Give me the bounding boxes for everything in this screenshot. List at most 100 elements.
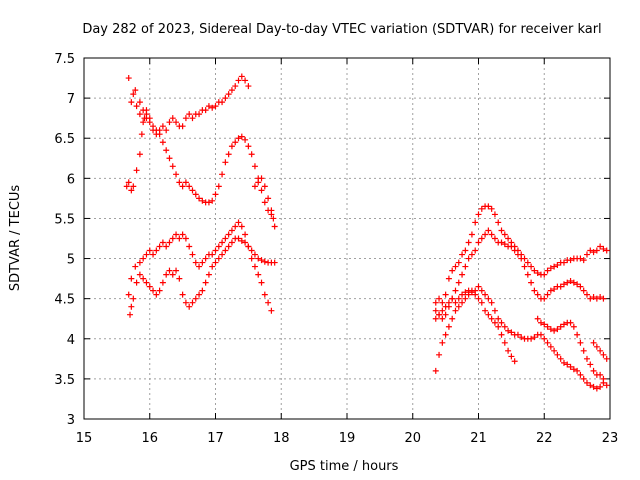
data-point-marker — [153, 247, 160, 254]
data-point-marker — [531, 287, 538, 294]
data-point-marker — [501, 339, 508, 346]
data-point-marker — [156, 131, 163, 138]
data-point-marker — [544, 291, 551, 298]
data-point-marker — [432, 299, 439, 306]
data-point-marker — [179, 123, 186, 130]
data-point-marker — [580, 287, 587, 294]
data-point-marker — [219, 99, 226, 106]
data-point-marker — [574, 331, 581, 338]
data-point-marker — [465, 239, 472, 246]
data-point-marker — [235, 77, 242, 84]
data-point-marker — [132, 263, 139, 270]
data-point-marker — [133, 279, 140, 286]
data-point-marker — [583, 251, 590, 258]
x-tick-label: 15 — [76, 431, 93, 446]
series-track-f — [251, 175, 278, 230]
data-point-marker — [600, 295, 607, 302]
data-point-marker — [176, 235, 183, 242]
data-point-marker — [146, 283, 153, 290]
data-point-marker — [209, 197, 216, 204]
x-tick-label: 22 — [536, 431, 553, 446]
data-point-marker — [597, 243, 604, 250]
data-point-marker — [593, 385, 600, 392]
data-point-marker — [182, 235, 189, 242]
x-tick-label: 21 — [470, 431, 487, 446]
data-point-marker — [205, 271, 212, 278]
data-point-marker — [442, 303, 449, 310]
data-point-marker — [209, 104, 216, 111]
data-point-marker — [136, 111, 143, 118]
chart-title: Day 282 of 2023, Sidereal Day-to-day VTE… — [82, 22, 601, 37]
data-point-marker — [125, 179, 132, 186]
data-point-marker — [514, 251, 521, 258]
data-point-marker — [468, 251, 475, 258]
data-point-marker — [222, 247, 229, 254]
series-track-b — [128, 87, 275, 218]
data-point-marker — [485, 203, 492, 210]
data-point-marker — [159, 139, 166, 146]
data-point-marker — [166, 267, 173, 274]
data-point-marker — [133, 103, 140, 110]
data-point-marker — [199, 259, 206, 266]
data-point-marker — [258, 175, 265, 182]
data-point-marker — [436, 311, 443, 318]
data-point-marker — [452, 299, 459, 306]
data-point-marker — [567, 278, 574, 285]
data-point-marker — [593, 343, 600, 350]
data-points — [123, 73, 610, 392]
data-point-marker — [482, 307, 489, 314]
data-point-marker — [587, 382, 594, 389]
data-point-marker — [537, 319, 544, 326]
data-point-marker — [136, 151, 143, 158]
data-point-marker — [498, 227, 505, 234]
data-point-marker — [179, 231, 186, 238]
data-point-marker — [143, 107, 150, 114]
data-point-marker — [150, 251, 157, 258]
data-point-marker — [140, 255, 147, 262]
data-point-marker — [159, 123, 166, 130]
data-point-marker — [432, 307, 439, 314]
data-point-marker — [136, 271, 143, 278]
data-point-marker — [564, 361, 571, 368]
data-point-marker — [209, 251, 216, 258]
data-point-marker — [603, 355, 610, 362]
data-point-marker — [491, 307, 498, 314]
x-tick-label: 16 — [141, 431, 158, 446]
data-point-marker — [455, 295, 462, 302]
data-point-marker — [439, 299, 446, 306]
data-point-marker — [597, 383, 604, 390]
y-tick-label: 3 — [67, 413, 75, 428]
data-point-marker — [445, 323, 452, 330]
data-point-marker — [136, 259, 143, 266]
data-point-marker — [153, 291, 160, 298]
data-point-marker — [580, 347, 587, 354]
data-point-marker — [544, 339, 551, 346]
data-point-marker — [597, 294, 604, 301]
data-point-marker — [468, 231, 475, 238]
data-point-marker — [186, 111, 193, 118]
data-point-marker — [455, 279, 462, 286]
data-point-marker — [130, 183, 137, 190]
data-point-marker — [436, 295, 443, 302]
data-point-marker — [439, 307, 446, 314]
data-point-marker — [593, 247, 600, 254]
data-point-marker — [215, 183, 222, 190]
data-point-marker — [600, 245, 607, 252]
data-point-marker — [232, 139, 239, 146]
data-point-marker — [547, 343, 554, 350]
data-point-marker — [583, 355, 590, 362]
data-point-marker — [508, 329, 515, 336]
data-point-marker — [127, 311, 134, 318]
data-point-marker — [128, 275, 135, 282]
data-point-marker — [150, 123, 157, 130]
data-point-marker — [248, 151, 255, 158]
data-point-marker — [179, 183, 186, 190]
data-point-marker — [541, 335, 548, 342]
data-point-marker — [130, 295, 137, 302]
data-point-marker — [432, 367, 439, 374]
data-point-marker — [156, 243, 163, 250]
data-point-marker — [452, 307, 459, 314]
data-point-marker — [245, 83, 252, 90]
data-point-marker — [228, 239, 235, 246]
data-point-marker — [590, 367, 597, 374]
